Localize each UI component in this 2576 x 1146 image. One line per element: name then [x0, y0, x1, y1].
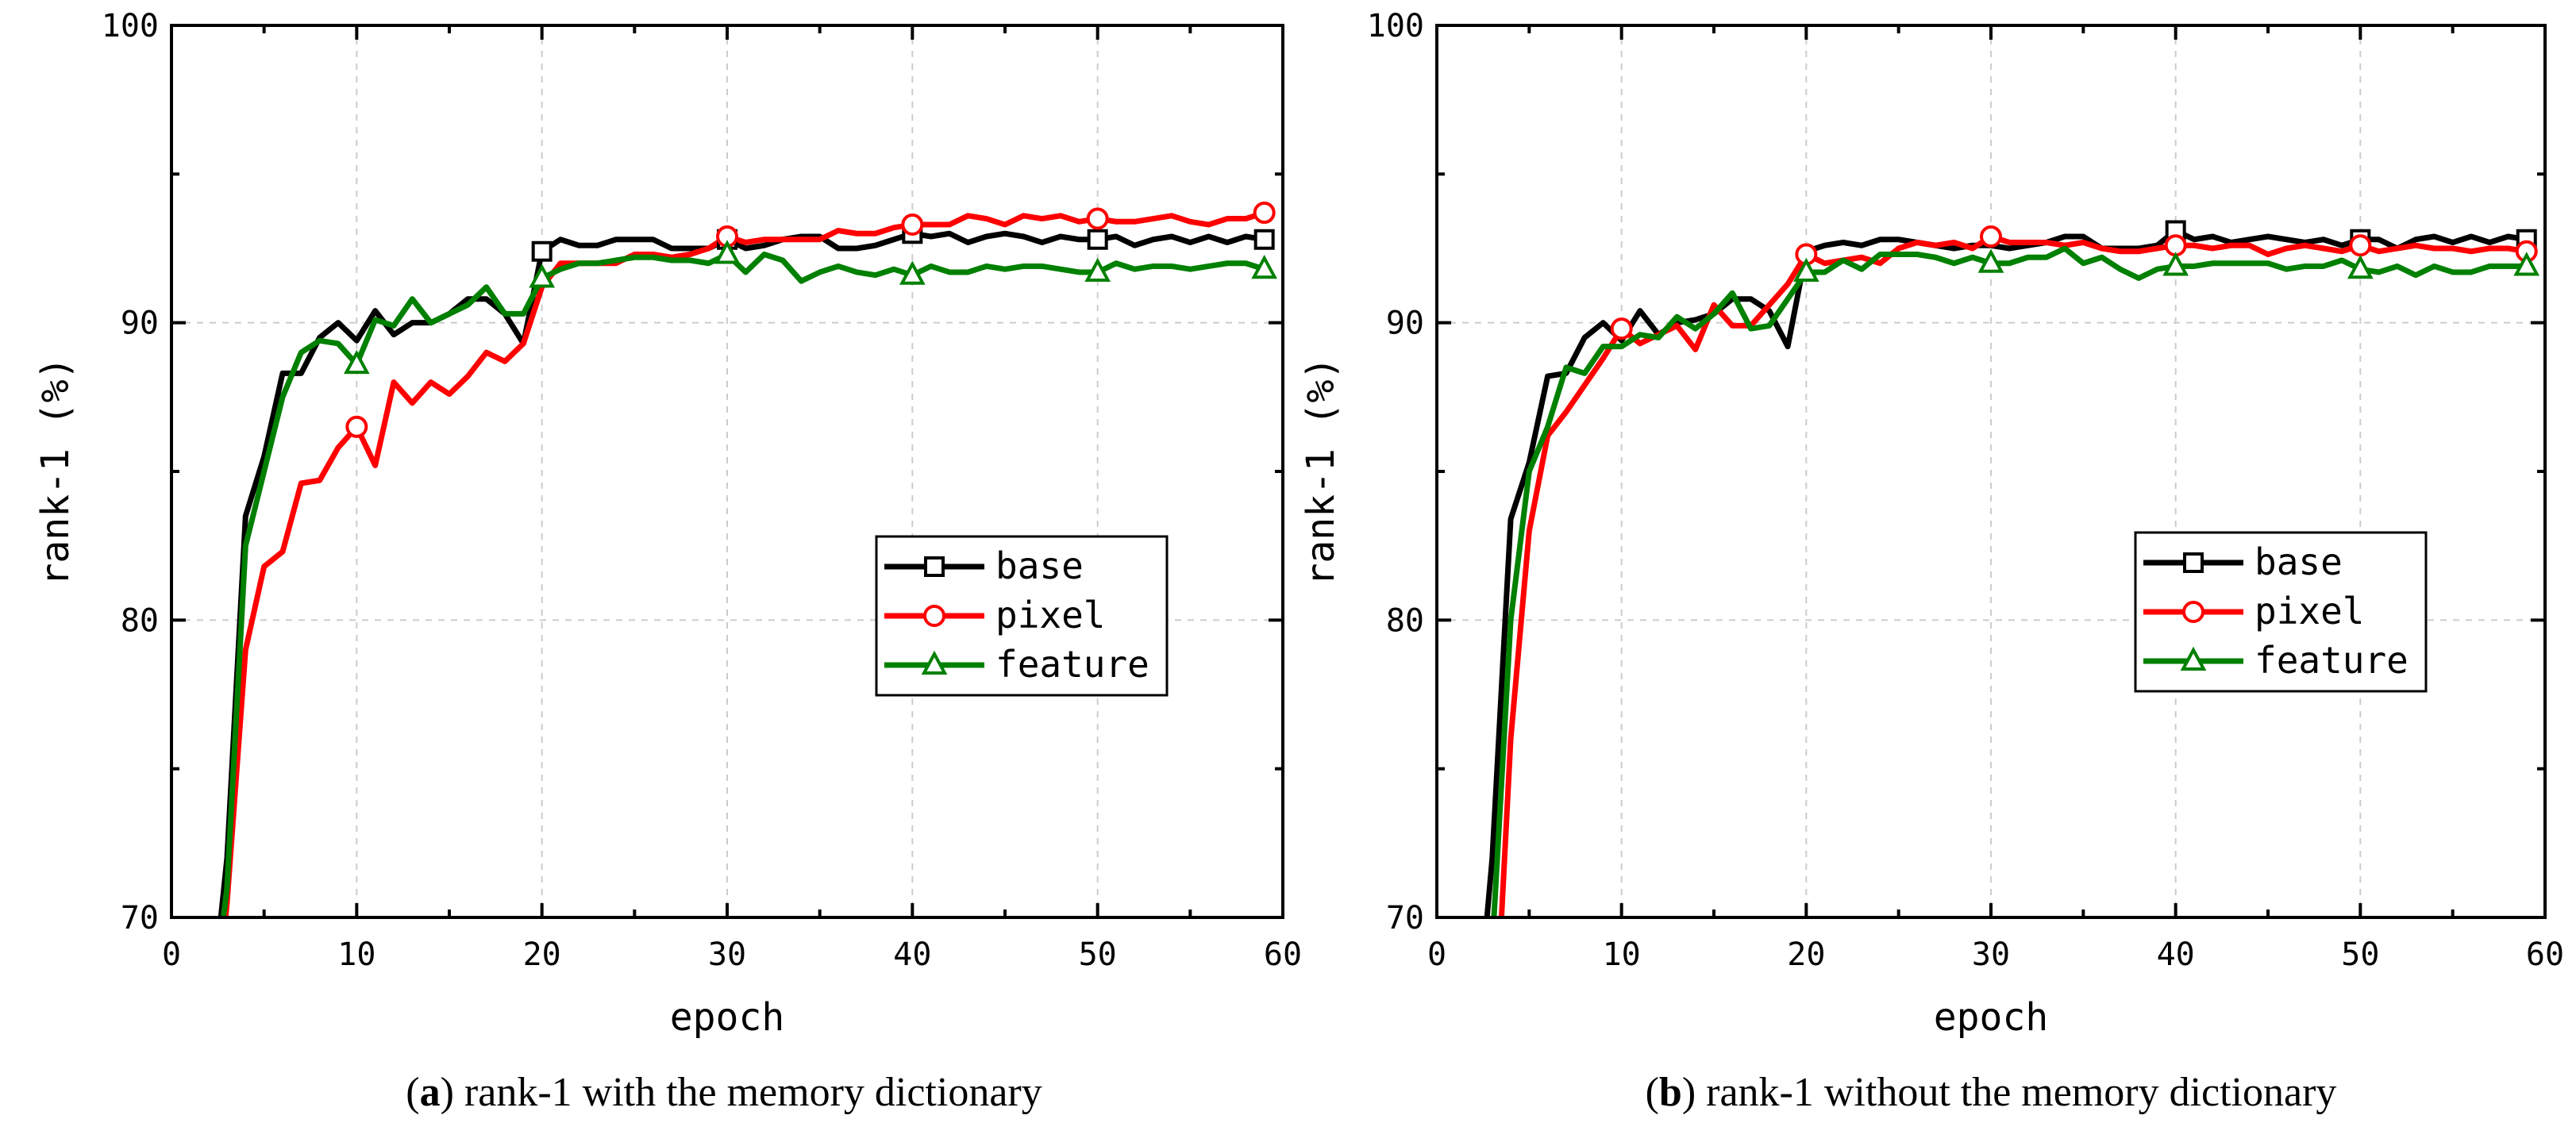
y-tick-label: 70: [1386, 900, 1424, 936]
legend-label: feature: [995, 643, 1149, 686]
y-tick-label: 90: [121, 306, 159, 342]
legend-label: base: [2254, 540, 2343, 583]
y-tick-label: 100: [102, 8, 159, 44]
legend-label: feature: [2254, 639, 2409, 682]
legend-item-base: base: [2143, 540, 2343, 583]
legend-item-feature: feature: [2143, 639, 2409, 682]
x-tick-label: 0: [162, 936, 181, 973]
legend-marker: [2180, 646, 2207, 671]
data-point-pixel: [1086, 207, 1109, 230]
legend: base pixel feature: [2134, 531, 2428, 693]
series-group: [1484, 220, 2540, 917]
y-tick-label: 80: [121, 602, 159, 639]
caption-close-paren: ): [441, 1070, 464, 1115]
grid: [1437, 25, 2545, 917]
caption-label: b: [1659, 1070, 1682, 1115]
legend-marker: [2183, 552, 2204, 573]
data-point-feature: [529, 263, 556, 288]
x-tick-label: 60: [1264, 936, 1302, 973]
data-point-pixel: [901, 213, 924, 237]
caption-open-paren: (: [1646, 1070, 1659, 1115]
legend-label: pixel: [995, 594, 1105, 636]
data-point-pixel: [1253, 202, 1276, 225]
data-point-pixel: [2349, 234, 2372, 257]
y-tick-label: 80: [1386, 602, 1424, 639]
x-tick-label: 0: [1427, 936, 1446, 973]
caption-text: rank-1 without the memory dictionary: [1706, 1070, 2336, 1115]
y-tick-label: 100: [1367, 8, 1424, 44]
data-point-feature: [1084, 257, 1111, 282]
data-point-base: [1253, 229, 1275, 250]
caption-close-paren: ): [1682, 1070, 1706, 1115]
legend-item-pixel: pixel: [2143, 590, 2364, 633]
x-tick-label: 10: [337, 936, 375, 973]
data-point-pixel: [1610, 317, 1633, 340]
data-point-feature: [2347, 255, 2374, 279]
y-axis: 70 80 90 100: [102, 8, 1283, 936]
data-point-feature: [2513, 252, 2540, 276]
y-tick-label: 90: [1386, 306, 1424, 342]
y-axis-label: rank-1 (%): [1299, 357, 1343, 586]
x-tick-label: 40: [893, 936, 931, 973]
data-point-pixel: [1980, 225, 2002, 248]
figure-caption: (b) rank-1 without the memory dictionary: [1646, 1070, 2337, 1115]
data-point-base: [1087, 229, 1108, 250]
x-tick-label: 20: [523, 936, 561, 973]
x-tick-label: 20: [1787, 936, 1825, 973]
figure-caption: (a) rank-1 with the memory dictionary: [406, 1070, 1042, 1115]
y-axis: 70 80 90 100: [1367, 8, 2545, 936]
legend-marker: [923, 605, 945, 627]
data-point-feature: [1251, 255, 1278, 279]
caption-open-paren: (: [406, 1070, 419, 1115]
x-tick-label: 40: [2157, 936, 2195, 973]
data-point-feature: [714, 240, 741, 264]
x-axis: 0 10 20 30 40 50 60: [1427, 25, 2564, 973]
data-point-feature: [1977, 248, 2004, 273]
series-line-feature: [1491, 245, 2527, 917]
x-tick-label: 50: [2341, 936, 2379, 973]
x-tick-label: 10: [1603, 936, 1641, 973]
chart-panel-b: 0 10 20 30 40 50 60 70 80 90 100 epoch rank-1 (%) bas…: [1299, 8, 2564, 1115]
data-point-base: [531, 240, 553, 262]
legend-marker: [924, 556, 945, 577]
legend-item-feature: feature: [884, 643, 1149, 686]
x-tick-label: 60: [2526, 936, 2564, 973]
caption-text: rank-1 with the memory dictionary: [464, 1070, 1042, 1115]
legend-item-pixel: pixel: [884, 594, 1105, 636]
y-tick-label: 70: [121, 900, 159, 936]
series-group: [218, 202, 1278, 917]
legend-label: base: [995, 544, 1084, 587]
legend-item-base: base: [884, 544, 1084, 587]
legend: base pixel feature: [875, 535, 1169, 697]
caption-label: a: [420, 1070, 441, 1115]
legend-label: pixel: [2254, 590, 2364, 633]
legend-marker: [921, 650, 948, 675]
data-point-pixel: [345, 415, 368, 438]
data-point-feature: [343, 349, 370, 375]
x-axis-label: epoch: [1934, 995, 2049, 1040]
x-axis: 0 10 20 30 40 50 60: [162, 25, 1302, 973]
legend-marker: [2182, 601, 2204, 623]
data-point-feature: [1792, 257, 1819, 282]
x-tick-label: 50: [1079, 936, 1117, 973]
x-axis-label: epoch: [670, 995, 785, 1040]
y-axis-label: rank-1 (%): [33, 357, 78, 586]
data-point-feature: [2162, 252, 2189, 276]
grid: [171, 25, 1283, 917]
x-tick-label: 30: [1972, 936, 2010, 973]
x-tick-label: 30: [708, 936, 746, 973]
chart-panel-a: 0 10 20 30 40 50 60 70 80 90 100 epoch rank-1 (%) bas…: [33, 8, 1302, 1115]
data-point-feature: [899, 260, 926, 285]
